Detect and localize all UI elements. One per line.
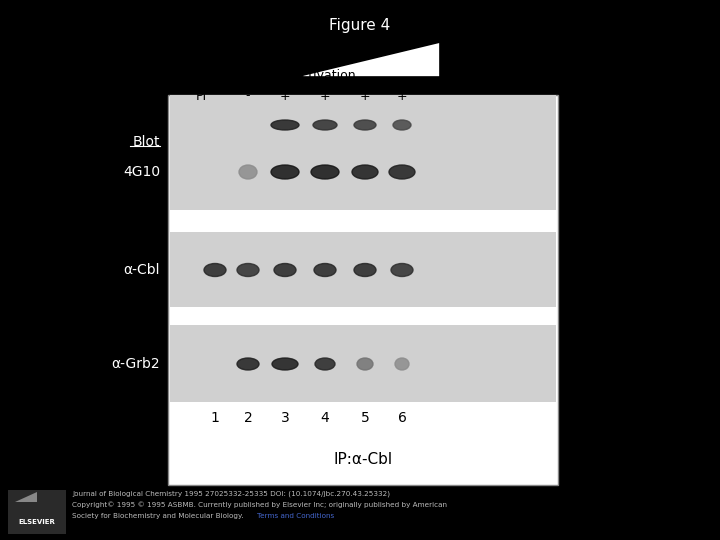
FancyBboxPatch shape — [8, 490, 66, 534]
Ellipse shape — [395, 358, 409, 370]
Text: ELSEVIER: ELSEVIER — [19, 519, 55, 525]
Text: Blot: Blot — [132, 135, 160, 149]
Ellipse shape — [313, 120, 337, 130]
Ellipse shape — [391, 264, 413, 276]
Ellipse shape — [311, 165, 339, 179]
Text: 1: 1 — [210, 411, 220, 425]
Ellipse shape — [271, 120, 299, 130]
Text: 3: 3 — [281, 411, 289, 425]
Ellipse shape — [357, 358, 373, 370]
Ellipse shape — [272, 358, 298, 370]
FancyBboxPatch shape — [170, 325, 556, 402]
Text: Terms and Conditions: Terms and Conditions — [257, 513, 334, 519]
Ellipse shape — [389, 165, 415, 179]
Polygon shape — [295, 42, 440, 77]
Text: IP:α-Cbl: IP:α-Cbl — [333, 453, 392, 468]
Text: α-Cbl: α-Cbl — [124, 263, 160, 277]
Text: 6: 6 — [397, 411, 406, 425]
Text: -: - — [246, 90, 251, 103]
FancyBboxPatch shape — [168, 95, 558, 485]
Polygon shape — [15, 492, 37, 502]
Ellipse shape — [204, 264, 226, 276]
Ellipse shape — [237, 264, 259, 276]
FancyBboxPatch shape — [170, 95, 556, 210]
Ellipse shape — [315, 358, 335, 370]
Text: α-Grb2: α-Grb2 — [112, 357, 160, 371]
Ellipse shape — [239, 165, 257, 179]
Text: 5: 5 — [361, 411, 369, 425]
Text: Journal of Biological Chemistry 1995 27025332-25335 DOI: (10.1074/jbc.270.43.253: Journal of Biological Chemistry 1995 270… — [72, 491, 390, 497]
Text: Society for Biochemistry and Molecular Biology.: Society for Biochemistry and Molecular B… — [72, 513, 243, 519]
Text: +: + — [320, 90, 330, 103]
Ellipse shape — [271, 165, 299, 179]
Text: 4: 4 — [320, 411, 329, 425]
Text: 4G10: 4G10 — [123, 165, 160, 179]
Ellipse shape — [354, 120, 376, 130]
Ellipse shape — [393, 120, 411, 130]
Text: EGFR: EGFR — [574, 118, 608, 132]
FancyBboxPatch shape — [170, 232, 556, 307]
Ellipse shape — [314, 264, 336, 276]
Text: PI: PI — [196, 90, 207, 103]
Text: +: + — [279, 90, 290, 103]
Ellipse shape — [352, 165, 378, 179]
Text: Figure 4: Figure 4 — [329, 18, 391, 33]
Text: Peptide: Peptide — [448, 52, 495, 65]
Text: Copyright© 1995 © 1995 ASBMB. Currently published by Elsevier Inc; originally pu: Copyright© 1995 © 1995 ASBMB. Currently … — [72, 502, 447, 508]
Text: +: + — [360, 90, 370, 103]
Text: Cbl: Cbl — [574, 165, 594, 179]
Text: 2: 2 — [243, 411, 253, 425]
Ellipse shape — [237, 358, 259, 370]
Text: Activation: Activation — [294, 69, 356, 82]
Ellipse shape — [274, 264, 296, 276]
Text: +: + — [397, 90, 408, 103]
Ellipse shape — [354, 264, 376, 276]
